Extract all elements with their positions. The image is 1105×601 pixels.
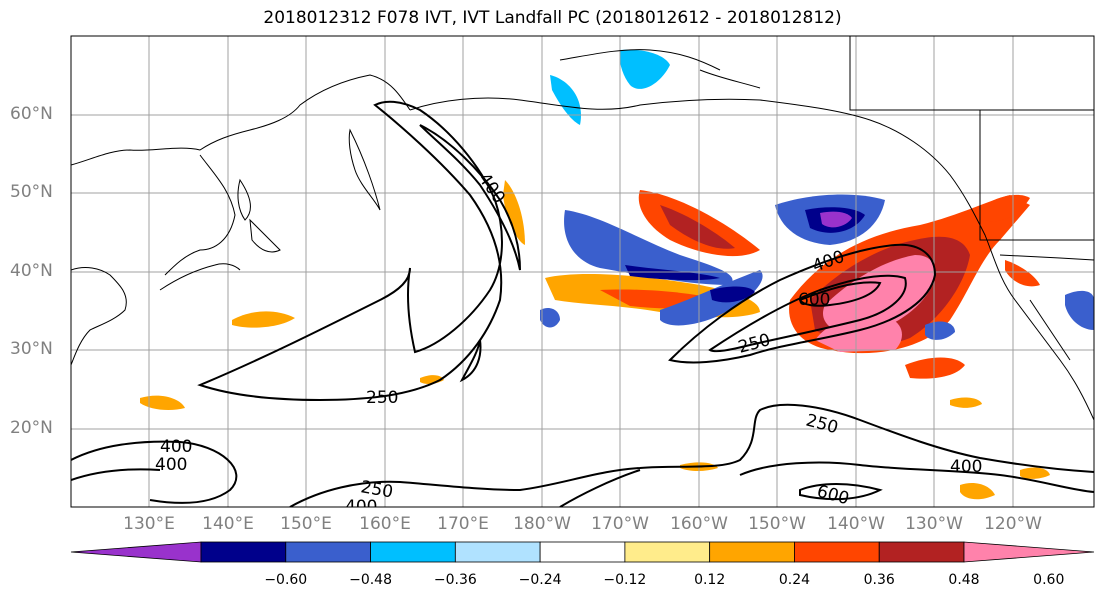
lat-label: 40°N [10, 261, 53, 281]
lon-label: 160°E [359, 514, 411, 534]
colorbar-tick-label: −0.12 [603, 572, 647, 588]
lon-label: 160°W [670, 514, 728, 534]
lon-label: 150°E [280, 514, 332, 534]
graticule [71, 36, 1094, 507]
lon-label: 140°W [827, 514, 885, 534]
lon-label: 130°W [905, 514, 963, 534]
colorbar-segment [370, 541, 456, 563]
map-frame [70, 35, 1095, 508]
contour-label: 400 [345, 497, 377, 517]
colorbar-segment [539, 541, 626, 563]
colorbar-tick-label: 0.48 [948, 572, 980, 588]
lat-label: 50°N [10, 182, 53, 202]
lon-label: 170°W [591, 514, 649, 534]
colorbar-segment [624, 541, 711, 563]
colorbar-tick-label: −0.24 [518, 572, 562, 588]
lon-label: 170°E [437, 514, 489, 534]
colorbar-tick-label: −0.48 [349, 572, 392, 588]
contour-label: 400 [155, 455, 187, 475]
lon-label: 140°E [202, 514, 254, 534]
colorbar-segment [709, 541, 795, 563]
coastlines [71, 36, 1094, 421]
colorbar-tick-label: −0.60 [264, 572, 308, 588]
contour-label: 250 [366, 388, 398, 408]
lon-label: 120°W [984, 514, 1042, 534]
ivt-contours [71, 100, 1094, 507]
lat-label: 60°N [10, 104, 53, 124]
lon-label: 130°E [123, 514, 175, 534]
colorbar-segment [878, 541, 965, 563]
contour-label: 400 [950, 457, 982, 477]
lat-label: 30°N [10, 339, 53, 359]
lon-label: 150°W [748, 514, 806, 534]
colorbar-segment [200, 541, 287, 563]
colorbar-tick-label: 0.24 [778, 572, 811, 588]
colorbar-segment [454, 541, 541, 563]
colorbar-segment [285, 541, 371, 563]
contour-label: 400 [160, 437, 192, 457]
colorbar-extend-high [963, 541, 1095, 563]
lon-label: 180°W [513, 514, 571, 534]
lat-label: 20°N [10, 418, 53, 438]
colorbar-extend-low [70, 541, 202, 563]
colorbar-tick-label: 0.60 [1033, 572, 1065, 588]
colorbar-tick-label: 0.36 [863, 572, 895, 588]
colorbar-tick-label: 0.12 [694, 572, 726, 588]
map-title: 2018012312 F078 IVT, IVT Landfall PC (20… [263, 8, 842, 28]
contour-label: 600 [798, 290, 830, 310]
colorbar-tick-label: −0.36 [433, 572, 477, 588]
colorbar-segment [794, 541, 880, 563]
colorbar [70, 541, 1095, 563]
